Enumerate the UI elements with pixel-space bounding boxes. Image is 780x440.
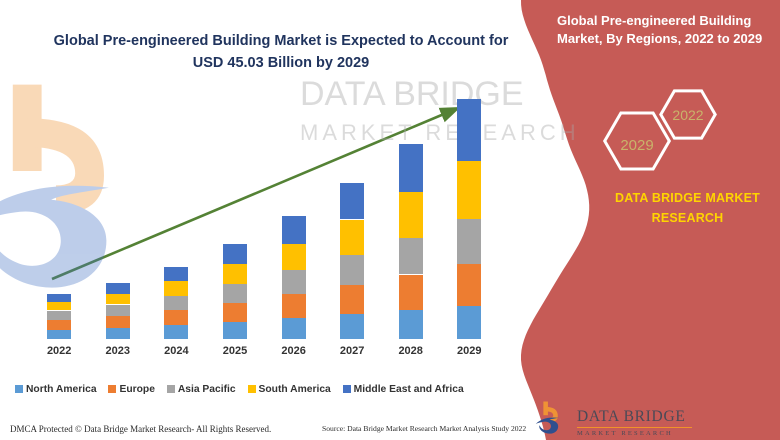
svg-text:2022: 2022 <box>672 107 703 123</box>
svg-text:DATA BRIDGE: DATA BRIDGE <box>300 75 524 113</box>
svg-text:2029: 2029 <box>620 137 653 154</box>
svg-text:MARKET RESEARCH: MARKET RESEARCH <box>300 120 580 145</box>
